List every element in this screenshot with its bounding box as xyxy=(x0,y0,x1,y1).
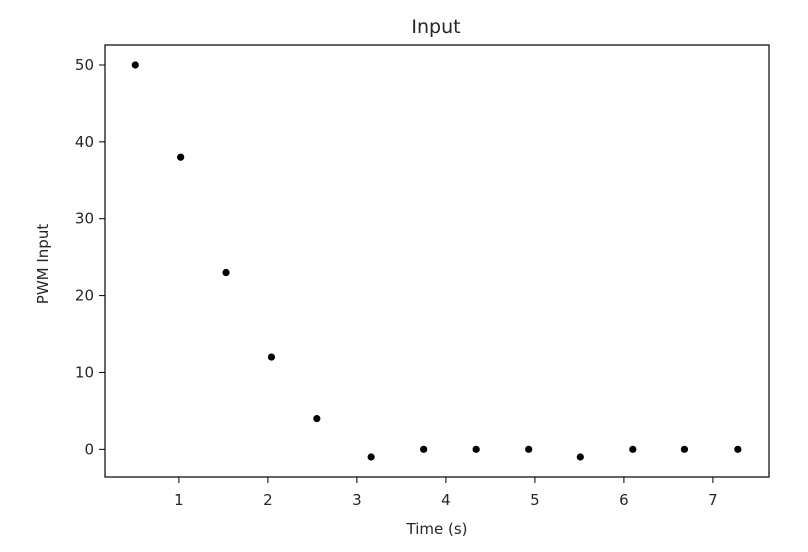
data-point xyxy=(267,353,276,361)
data-point xyxy=(629,445,637,453)
data-points xyxy=(131,61,742,461)
y-tick-label: 40 xyxy=(75,133,94,151)
y-tick-label: 20 xyxy=(75,287,94,305)
x-tick-label: 7 xyxy=(708,491,718,509)
data-point xyxy=(222,268,230,277)
x-axis-label: Time (s) xyxy=(406,520,468,538)
y-axis-ticks: 0 10 20 30 40 50 xyxy=(75,56,105,458)
x-tick-label: 6 xyxy=(619,491,629,509)
data-point xyxy=(177,153,185,161)
data-point xyxy=(131,61,139,69)
plot-area-frame xyxy=(104,44,770,478)
chart-title: Input xyxy=(411,16,460,38)
x-tick-label: 5 xyxy=(530,491,540,509)
data-point xyxy=(576,453,584,461)
data-point xyxy=(525,445,533,453)
x-axis-ticks: 1 2 3 4 5 6 7 xyxy=(174,477,718,509)
y-tick-label: 10 xyxy=(75,363,94,381)
y-tick-label: 30 xyxy=(75,210,94,228)
x-tick-label: 4 xyxy=(441,491,451,509)
data-point xyxy=(367,453,375,461)
data-point xyxy=(734,445,742,453)
data-point xyxy=(680,445,689,453)
data-point xyxy=(313,414,321,423)
y-tick-label: 0 xyxy=(84,440,94,458)
y-tick-label: 50 xyxy=(75,56,94,74)
data-point xyxy=(420,445,428,453)
y-axis-label: PWM Input xyxy=(34,224,52,305)
x-tick-label: 1 xyxy=(174,491,184,509)
data-point xyxy=(472,445,480,453)
x-tick-label: 2 xyxy=(263,491,273,509)
x-tick-label: 3 xyxy=(352,491,362,509)
